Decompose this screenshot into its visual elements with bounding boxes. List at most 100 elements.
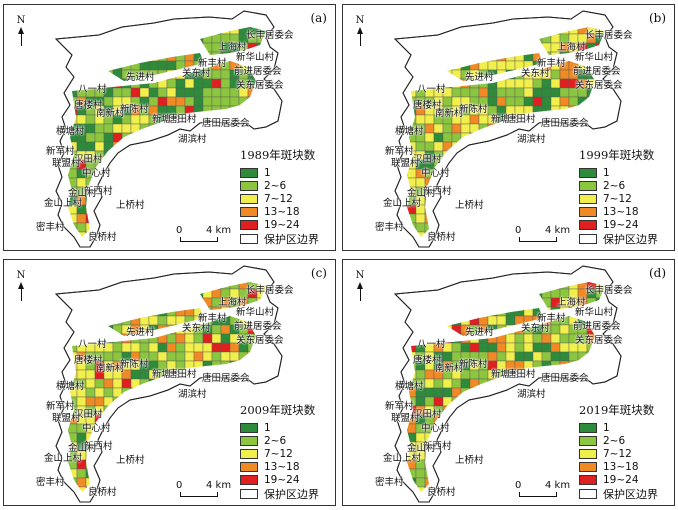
place-label: 金山村 — [68, 443, 97, 454]
grid-cell — [469, 186, 480, 197]
grid-cell — [121, 123, 132, 134]
grid-cell — [371, 307, 380, 316]
grid-cell — [166, 486, 177, 492]
grid-cell — [50, 79, 59, 88]
place-label: 关东村 — [182, 68, 211, 79]
grid-cell — [371, 88, 380, 97]
place-label: 新军村 — [46, 146, 75, 157]
grid-cell — [202, 204, 213, 215]
grid-cell — [460, 87, 471, 98]
grid-cell — [166, 441, 177, 452]
grid-cell — [380, 370, 389, 379]
grid-cell — [139, 213, 150, 224]
grid-cell — [157, 468, 168, 479]
place-label: 关东居委会 — [236, 80, 284, 91]
grid-cell — [550, 432, 561, 443]
grid-cell — [514, 195, 525, 206]
grid-cell — [41, 325, 50, 334]
grid-cell — [424, 114, 435, 125]
place-label: 关东居委会 — [575, 80, 623, 91]
grid-cell — [229, 441, 240, 452]
grid-cell — [550, 168, 561, 179]
grid-cell — [451, 414, 462, 425]
place-label: 新塘村 — [152, 114, 181, 125]
grid-cell — [103, 450, 114, 461]
grid-cell — [559, 213, 570, 224]
grid-cell — [157, 486, 168, 492]
grid-cell — [415, 282, 426, 290]
place-label: 长丰居委会 — [246, 285, 294, 296]
grid-cell — [559, 414, 570, 425]
grid-cell — [121, 87, 132, 98]
grid-cell — [220, 423, 231, 434]
grid-cell — [32, 406, 41, 415]
grid-cell — [487, 423, 498, 434]
grid-cell — [380, 280, 389, 289]
grid-cell — [103, 195, 114, 206]
grid-cell — [380, 316, 389, 325]
grid-cell — [505, 315, 516, 326]
grid-cell — [50, 280, 59, 289]
grid-cell — [407, 282, 408, 290]
grid-cell — [68, 282, 69, 290]
grid-cell — [469, 87, 480, 98]
grid-cell — [505, 405, 516, 416]
grid-cell — [505, 213, 516, 224]
grid-cell — [166, 468, 177, 479]
grid-cell — [32, 187, 41, 196]
grid-cell — [157, 159, 168, 170]
grid-cell — [496, 459, 507, 470]
grid-cell — [220, 342, 231, 353]
grid-cell — [41, 379, 50, 388]
place-label: 八一村 — [417, 339, 446, 350]
grid-cell — [523, 150, 534, 161]
grid-cell — [496, 414, 507, 425]
grid-cell — [442, 378, 453, 389]
grid-cell — [550, 441, 561, 452]
grid-cell — [478, 405, 489, 416]
place-label: 汉田村 — [413, 409, 442, 420]
grid-cell — [380, 97, 389, 106]
grid-cell — [389, 361, 398, 370]
grid-cell — [541, 78, 552, 89]
grid-cell — [229, 159, 240, 170]
grid-cell — [550, 69, 561, 80]
grid-cell — [433, 387, 444, 398]
grid-cell — [229, 132, 240, 143]
grid-cell — [407, 27, 408, 35]
grid-cell — [220, 96, 231, 107]
place-label: 新塘村 — [491, 114, 520, 125]
grid-cell — [380, 160, 389, 169]
grid-cell — [380, 232, 389, 241]
grid-cell — [478, 186, 489, 197]
grid-cell — [166, 186, 177, 197]
grid-cell — [433, 27, 444, 35]
grid-cell — [559, 333, 570, 344]
grid-cell — [32, 133, 41, 142]
place-label: 湖滨村 — [178, 389, 207, 400]
grid-cell — [148, 468, 159, 479]
grid-cell — [184, 159, 195, 170]
grid-cell — [532, 150, 543, 161]
grid-cell — [487, 141, 498, 152]
legend-label: 2~6 — [603, 434, 626, 447]
grid-cell — [41, 289, 50, 298]
place-label: 金山上村 — [383, 453, 422, 464]
grid-cell — [112, 213, 123, 224]
grid-cell — [157, 186, 168, 197]
grid-cell — [371, 70, 380, 79]
grid-cell — [550, 195, 561, 206]
grid-cell — [184, 78, 195, 89]
grid-cell — [559, 450, 570, 461]
grid-cell — [32, 205, 41, 214]
grid-cell — [496, 351, 507, 362]
grid-cell — [32, 79, 41, 88]
grid-cell — [505, 87, 516, 98]
grid-cell — [50, 316, 59, 325]
grid-cell — [130, 87, 141, 98]
grid-cell — [50, 178, 59, 187]
grid-cell — [470, 496, 479, 505]
grid-cell — [496, 450, 507, 461]
grid-cell — [85, 387, 96, 398]
grid-cell — [568, 459, 579, 470]
